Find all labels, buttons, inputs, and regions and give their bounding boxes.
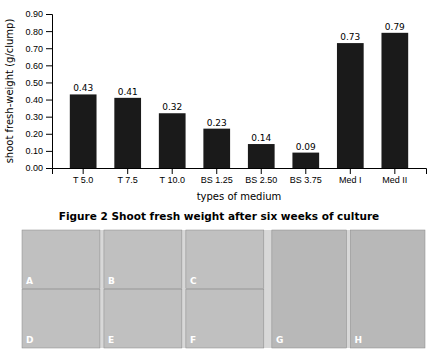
photo-cell bbox=[104, 230, 182, 288]
x-tick-label: BS 2.50 bbox=[245, 175, 277, 185]
x-tick-mark bbox=[216, 168, 217, 174]
y-tick: 0.40 bbox=[25, 95, 52, 105]
x-tick-mark bbox=[127, 168, 128, 174]
caption: Figure 2 Shoot fresh weight after six we… bbox=[59, 210, 379, 222]
y-tick-mark bbox=[46, 168, 52, 169]
photo-label: D bbox=[26, 335, 33, 345]
x-tick: T 7.5 bbox=[118, 168, 138, 185]
photo-label: H bbox=[354, 335, 362, 345]
photo-background bbox=[22, 230, 425, 348]
bar bbox=[159, 113, 186, 168]
y-tick-label: 0.70 bbox=[25, 44, 43, 54]
x-tick-mark bbox=[83, 168, 84, 174]
y-tick-mark bbox=[46, 82, 52, 83]
data-label: 0.73 bbox=[340, 32, 360, 42]
y-tick-label: 0.20 bbox=[25, 129, 43, 139]
x-tick-label: T 10.0 bbox=[160, 175, 185, 185]
bar bbox=[70, 94, 97, 168]
x-tick-label: Med I bbox=[339, 175, 362, 185]
x-tick: Med I bbox=[339, 168, 362, 185]
x-axis-title: types of medium bbox=[197, 191, 282, 202]
bar bbox=[203, 129, 230, 168]
y-tick: 0.20 bbox=[25, 129, 52, 139]
photo-label: G bbox=[276, 335, 283, 345]
data-label: 0.09 bbox=[296, 142, 316, 152]
data-label: 0.14 bbox=[251, 133, 271, 143]
y-axis: 0.00 0.10 0.20 0.30 0.40 0.50 0.60 0.70 0.80 0.90 bbox=[25, 9, 52, 173]
y-tick-label: 0.30 bbox=[25, 112, 43, 122]
chart: 0.43 0.41 0.32 0.23 0.14 0.09 0.73 0.79 T 5.0 T 7… bbox=[0, 0, 438, 352]
photo-cell bbox=[272, 230, 347, 348]
y-tick-mark bbox=[46, 48, 52, 49]
data-label: 0.23 bbox=[207, 118, 227, 128]
y-tick-mark bbox=[46, 100, 52, 101]
data-label: 0.43 bbox=[73, 83, 93, 93]
plot: 0.43 0.41 0.32 0.23 0.14 0.09 0.73 0.79 T 5.0 T 7… bbox=[25, 9, 426, 185]
photo-label: B bbox=[108, 276, 115, 286]
y-tick-label: 0.00 bbox=[25, 163, 43, 173]
y-tick: 0.30 bbox=[25, 112, 52, 122]
y-tick: 0.50 bbox=[25, 78, 52, 88]
photo-cell bbox=[22, 230, 100, 288]
photo-cell bbox=[22, 290, 100, 348]
x-tick-mark bbox=[261, 168, 262, 174]
photo-cell bbox=[186, 290, 264, 348]
x-tick: BS 3.75 bbox=[290, 168, 322, 185]
x-tick-label: BS 3.75 bbox=[290, 175, 322, 185]
photo-panel: A B C D E F G H bbox=[22, 230, 425, 348]
y-tick: 0.90 bbox=[25, 9, 52, 19]
y-tick: 0.80 bbox=[25, 26, 52, 36]
bars bbox=[70, 33, 408, 168]
x-tick-label: T 5.0 bbox=[73, 175, 93, 185]
y-axis-title: shoot fresh-weight (g/clump) bbox=[4, 19, 15, 164]
y-tick-label: 0.60 bbox=[25, 61, 43, 71]
y-tick-label: 0.10 bbox=[25, 146, 43, 156]
photo-cell bbox=[350, 230, 425, 348]
photo-label: A bbox=[26, 276, 33, 286]
x-tick: BS 2.50 bbox=[245, 168, 277, 185]
y-tick-label: 0.80 bbox=[25, 26, 43, 36]
bar bbox=[381, 33, 408, 168]
data-label: 0.41 bbox=[118, 87, 138, 97]
x-tick-mark bbox=[350, 168, 351, 174]
y-tick-mark bbox=[46, 151, 52, 152]
x-axis-line bbox=[53, 169, 427, 175]
x-tick: T 10.0 bbox=[160, 168, 185, 185]
bar bbox=[337, 43, 364, 168]
y-tick: 0.60 bbox=[25, 61, 52, 71]
bar bbox=[292, 153, 319, 168]
bar bbox=[248, 144, 275, 168]
y-tick-label: 0.50 bbox=[25, 78, 43, 88]
x-tick: Med II bbox=[382, 168, 407, 185]
photo-label: E bbox=[108, 335, 114, 345]
x-tick: T 5.0 bbox=[73, 168, 93, 185]
y-tick-mark bbox=[46, 14, 52, 15]
y-tick-label: 0.90 bbox=[25, 9, 43, 19]
y-axis-line bbox=[46, 15, 53, 169]
data-label: 0.32 bbox=[162, 102, 182, 112]
y-tick-mark bbox=[46, 31, 52, 32]
x-tick-label: Med II bbox=[382, 175, 407, 185]
y-tick-mark bbox=[46, 134, 52, 135]
y-tick: 0.10 bbox=[25, 146, 52, 156]
photo-cell bbox=[104, 290, 182, 348]
x-tick: BS 1.25 bbox=[201, 168, 233, 185]
y-tick-mark bbox=[46, 117, 52, 118]
data-labels: 0.43 0.41 0.32 0.23 0.14 0.09 0.73 0.79 bbox=[73, 22, 405, 152]
x-tick-label: BS 1.25 bbox=[201, 175, 233, 185]
photo-label: C bbox=[190, 276, 197, 286]
x-axis: T 5.0 T 7.5 T 10.0 BS 1.25 BS 2.50 BS 3.75 Med… bbox=[53, 168, 427, 185]
y-tick: 0.70 bbox=[25, 44, 52, 54]
photo-label: F bbox=[190, 335, 196, 345]
x-tick-mark bbox=[394, 168, 395, 174]
data-label: 0.79 bbox=[385, 22, 405, 32]
y-tick: 0.00 bbox=[25, 163, 52, 173]
bar bbox=[114, 98, 141, 168]
y-tick-mark bbox=[46, 65, 52, 66]
photo-cell bbox=[186, 230, 264, 288]
x-tick-label: T 7.5 bbox=[118, 175, 138, 185]
x-tick-mark bbox=[172, 168, 173, 174]
x-tick-mark bbox=[305, 168, 306, 174]
y-tick-label: 0.40 bbox=[25, 95, 43, 105]
